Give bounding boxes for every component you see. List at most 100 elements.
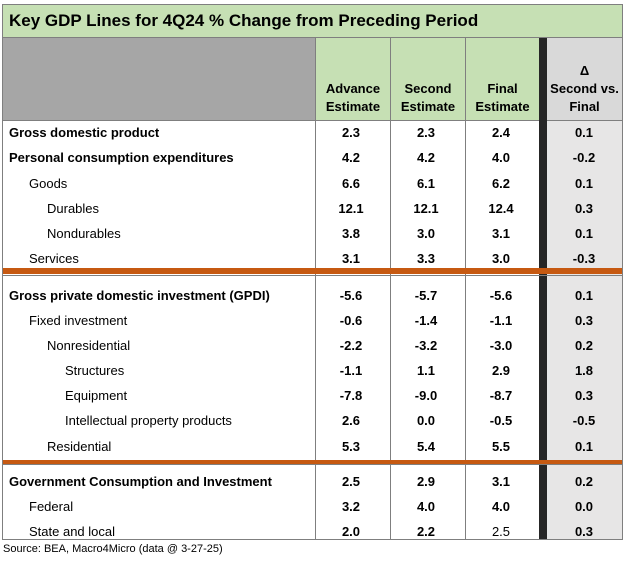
row-label: Nondurables xyxy=(47,226,121,241)
row-label: Government Consumption and Investment xyxy=(9,474,272,489)
cell-delta: 1.8 xyxy=(549,363,619,378)
section-separator xyxy=(3,268,622,274)
cell-advance: 2.6 xyxy=(316,413,386,428)
cell-delta: 0.3 xyxy=(549,201,619,216)
cell-second: -9.0 xyxy=(391,388,461,403)
cell-delta: 0.1 xyxy=(549,176,619,191)
header-second: Second Estimate xyxy=(391,38,465,120)
header-final-line1: Final xyxy=(466,80,539,98)
header-advance-line1: Advance xyxy=(316,80,390,98)
cell-delta: 0.3 xyxy=(549,524,619,539)
table-row: Structures -1.1 1.1 2.9 1.8 xyxy=(3,359,622,384)
cell-second: -5.7 xyxy=(391,288,461,303)
header-second-line1: Second xyxy=(391,80,465,98)
cell-advance: -7.8 xyxy=(316,388,386,403)
cell-second: 6.1 xyxy=(391,176,461,191)
row-label: Federal xyxy=(29,499,73,514)
row-label: State and local xyxy=(29,524,115,539)
source-note: Source: BEA, Macro4Micro (data @ 3-27-25… xyxy=(3,543,223,555)
cell-delta: 0.1 xyxy=(549,125,619,140)
table-row: Personal consumption expenditures 4.2 4.2 4… xyxy=(3,146,622,171)
row-label: Structures xyxy=(65,363,124,378)
cell-advance: 6.6 xyxy=(316,176,386,191)
delta-symbol: Δ xyxy=(547,62,622,80)
cell-second: 3.3 xyxy=(391,251,461,266)
cell-final: 3.1 xyxy=(466,226,536,241)
header-delta: Δ Second vs. Final xyxy=(547,38,622,120)
cell-final: 4.0 xyxy=(466,150,536,165)
row-label: Fixed investment xyxy=(29,313,127,328)
row-label: Intellectual property products xyxy=(65,413,232,428)
cell-final: 5.5 xyxy=(466,439,536,454)
cell-second: -1.4 xyxy=(391,313,461,328)
cell-advance: 2.3 xyxy=(316,125,386,140)
section-rule xyxy=(3,275,622,276)
cell-delta: 0.3 xyxy=(549,388,619,403)
header-label-cell xyxy=(3,38,315,120)
cell-second: 5.4 xyxy=(391,439,461,454)
cell-final: -5.6 xyxy=(466,288,536,303)
cell-delta: -0.3 xyxy=(549,251,619,266)
header-advance: Advance Estimate xyxy=(316,38,390,120)
cell-second: 2.9 xyxy=(391,474,461,489)
header-second-line2: Estimate xyxy=(391,98,465,116)
cell-final: 2.4 xyxy=(466,125,536,140)
section-separator xyxy=(3,460,622,464)
cell-final: -1.1 xyxy=(466,313,536,328)
cell-second: 4.2 xyxy=(391,150,461,165)
cell-second: 12.1 xyxy=(391,201,461,216)
header-final: Final Estimate xyxy=(466,38,539,120)
cell-final: 6.2 xyxy=(466,176,536,191)
cell-advance: 3.8 xyxy=(316,226,386,241)
table-row: Durables 12.1 12.1 12.4 0.3 xyxy=(3,197,622,222)
cell-delta: 0.2 xyxy=(549,338,619,353)
table-row: Gross domestic product 2.3 2.3 2.4 0.1 xyxy=(3,121,622,146)
cell-advance: 2.5 xyxy=(316,474,386,489)
cell-final: 12.4 xyxy=(466,201,536,216)
cell-advance: 5.3 xyxy=(316,439,386,454)
cell-second: 0.0 xyxy=(391,413,461,428)
cell-second: 2.3 xyxy=(391,125,461,140)
cell-advance: -2.2 xyxy=(316,338,386,353)
section-rule xyxy=(3,464,622,465)
cell-advance: -1.1 xyxy=(316,363,386,378)
cell-final: -0.5 xyxy=(466,413,536,428)
cell-delta: 0.3 xyxy=(549,313,619,328)
row-label: Equipment xyxy=(65,388,127,403)
header-advance-line2: Estimate xyxy=(316,98,390,116)
table-row: Federal 3.2 4.0 4.0 0.0 xyxy=(3,495,622,520)
table-row: State and local 2.0 2.2 2.5 0.3 xyxy=(3,520,622,540)
row-label: Residential xyxy=(47,439,111,454)
header-final-line2: Estimate xyxy=(466,98,539,116)
header-delta-line2: Final xyxy=(547,98,622,116)
cell-final: 4.0 xyxy=(466,499,536,514)
row-label: Durables xyxy=(47,201,99,216)
cell-advance: 4.2 xyxy=(316,150,386,165)
table-row: Equipment -7.8 -9.0 -8.7 0.3 xyxy=(3,384,622,409)
title-bar: Key GDP Lines for 4Q24 % Change from Pre… xyxy=(3,5,622,38)
cell-advance: 3.2 xyxy=(316,499,386,514)
cell-delta: -0.2 xyxy=(549,150,619,165)
cell-final: -8.7 xyxy=(466,388,536,403)
table-row: Nondurables 3.8 3.0 3.1 0.1 xyxy=(3,222,622,247)
table-row: Fixed investment -0.6 -1.4 -1.1 0.3 xyxy=(3,309,622,334)
header-delta-line1: Second vs. xyxy=(547,80,622,98)
row-label: Gross domestic product xyxy=(9,125,159,140)
row-label: Nonresidential xyxy=(47,338,130,353)
table-row: Nonresidential -2.2 -3.2 -3.0 0.2 xyxy=(3,334,622,359)
cell-final: 3.1 xyxy=(466,474,536,489)
cell-second: 4.0 xyxy=(391,499,461,514)
row-label: Gross private domestic investment (GPDI) xyxy=(9,288,270,303)
cell-second: -3.2 xyxy=(391,338,461,353)
table-title: Key GDP Lines for 4Q24 % Change from Pre… xyxy=(9,11,478,31)
cell-second: 2.2 xyxy=(391,524,461,539)
cell-final: 2.5 xyxy=(466,524,536,539)
cell-final: -3.0 xyxy=(466,338,536,353)
table-row: Residential 5.3 5.4 5.5 0.1 xyxy=(3,435,622,460)
cell-final: 3.0 xyxy=(466,251,536,266)
row-label: Services xyxy=(29,251,79,266)
cell-final: 2.9 xyxy=(466,363,536,378)
cell-delta: -0.5 xyxy=(549,413,619,428)
gdp-table: Key GDP Lines for 4Q24 % Change from Pre… xyxy=(2,4,623,540)
cell-second: 1.1 xyxy=(391,363,461,378)
